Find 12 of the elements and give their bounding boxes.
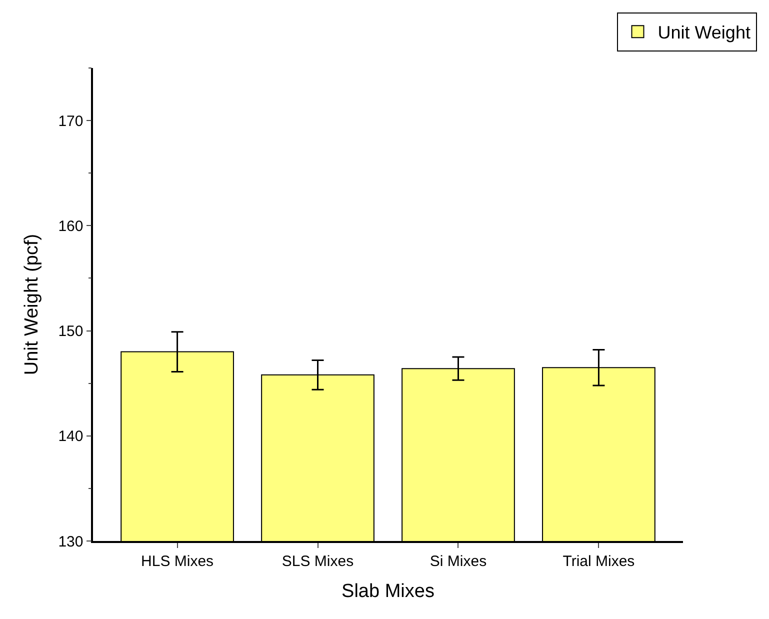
y-axis-title: Unit Weight (pcf) xyxy=(22,234,43,376)
y-tick-label: 160 xyxy=(58,218,84,235)
x-tick-label: HLS Mixes xyxy=(141,552,214,570)
x-axis-title: Slab Mixes xyxy=(342,581,434,602)
y-tick-label: 130 xyxy=(58,533,84,550)
y-tick-label: 140 xyxy=(58,428,84,446)
x-tick-label: SLS Mixes xyxy=(282,552,354,570)
y-tick-label: 170 xyxy=(58,112,84,130)
legend-label: Unit Weight xyxy=(658,22,750,43)
x-tick-label: Trial Mixes xyxy=(562,552,635,570)
y-tick-label: 150 xyxy=(58,323,84,340)
x-tick-label: Si Mixes xyxy=(430,552,487,570)
